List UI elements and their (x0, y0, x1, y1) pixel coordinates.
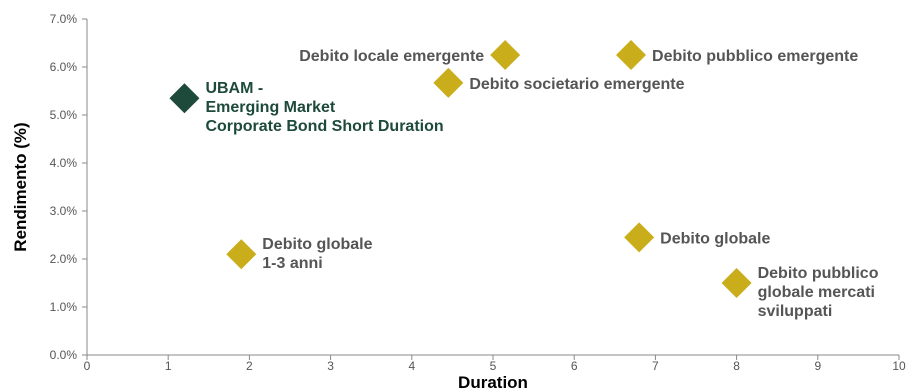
point-label: Debito pubblico emergente (652, 48, 858, 65)
point-label-line: Debito globale (660, 230, 770, 247)
point-label: Debito societario emergente (469, 76, 684, 93)
x-tick-label: 10 (892, 359, 906, 373)
y-tick-label: 6.0% (50, 60, 78, 74)
x-tick-label: 1 (165, 359, 172, 373)
y-tick-label: 5.0% (50, 108, 78, 122)
point-label-line: globale mercati (758, 284, 875, 301)
point-label-line: sviluppati (758, 303, 833, 320)
point-label: Debito pubblico globale mercati sviluppati (758, 265, 879, 320)
point-label-line: 1-3 anni (262, 255, 322, 272)
point-marker (616, 40, 647, 70)
point-label-line: Corporate Bond Short Duration (205, 118, 443, 135)
data-points (169, 40, 752, 298)
point-labels: UBAM - Emerging Market Corporate Bond Shor… (205, 48, 878, 320)
point-marker (169, 83, 200, 114)
x-tick-label: 0 (84, 359, 91, 373)
x-tick-label: 6 (571, 359, 578, 373)
x-tick-label: 5 (490, 359, 497, 373)
y-tick-label: 2.0% (50, 252, 78, 266)
y-tick-label: 0.0% (50, 348, 78, 362)
x-tick-label: 9 (814, 359, 821, 373)
x-tick-label: 8 (733, 359, 740, 373)
y-tick-label: 4.0% (50, 156, 78, 170)
point-marker (490, 40, 521, 70)
y-tick-label: 7.0% (50, 12, 78, 26)
point-marker (721, 268, 752, 298)
y-axis-ticks: 0.0% 1.0% 2.0% 3.0% 4.0% 5.0% 6.0% 7.0% (50, 12, 87, 362)
x-tick-label: 7 (652, 359, 659, 373)
point-marker (433, 67, 464, 98)
y-tick-label: 1.0% (50, 300, 78, 314)
y-axis-title: Rendimento (%) (11, 122, 30, 251)
y-tick-label: 3.0% (50, 204, 78, 218)
point-label-line: Debito globale (262, 236, 372, 253)
point-marker (226, 239, 257, 270)
point-label: Debito locale emergente (299, 48, 484, 65)
x-tick-label: 2 (246, 359, 253, 373)
point-label: UBAM - Emerging Market Corporate Bond Shor… (205, 80, 443, 135)
x-axis-ticks: 0 1 2 3 4 5 6 7 8 9 10 (84, 355, 906, 373)
point-label-line: Debito pubblico (758, 265, 879, 282)
x-tick-label: 4 (408, 359, 415, 373)
x-axis-title: Duration (458, 373, 528, 391)
point-marker (624, 222, 655, 253)
x-tick-label: 3 (327, 359, 334, 373)
point-label-line: Debito societario emergente (469, 76, 684, 93)
point-label-line: Debito locale emergente (299, 48, 484, 65)
point-label-line: Emerging Market (205, 99, 335, 116)
point-label-line: Debito pubblico emergente (652, 48, 858, 65)
point-label-line: UBAM - (205, 80, 263, 97)
point-label: Debito globale 1-3 anni (262, 236, 372, 272)
point-label: Debito globale (660, 230, 770, 247)
